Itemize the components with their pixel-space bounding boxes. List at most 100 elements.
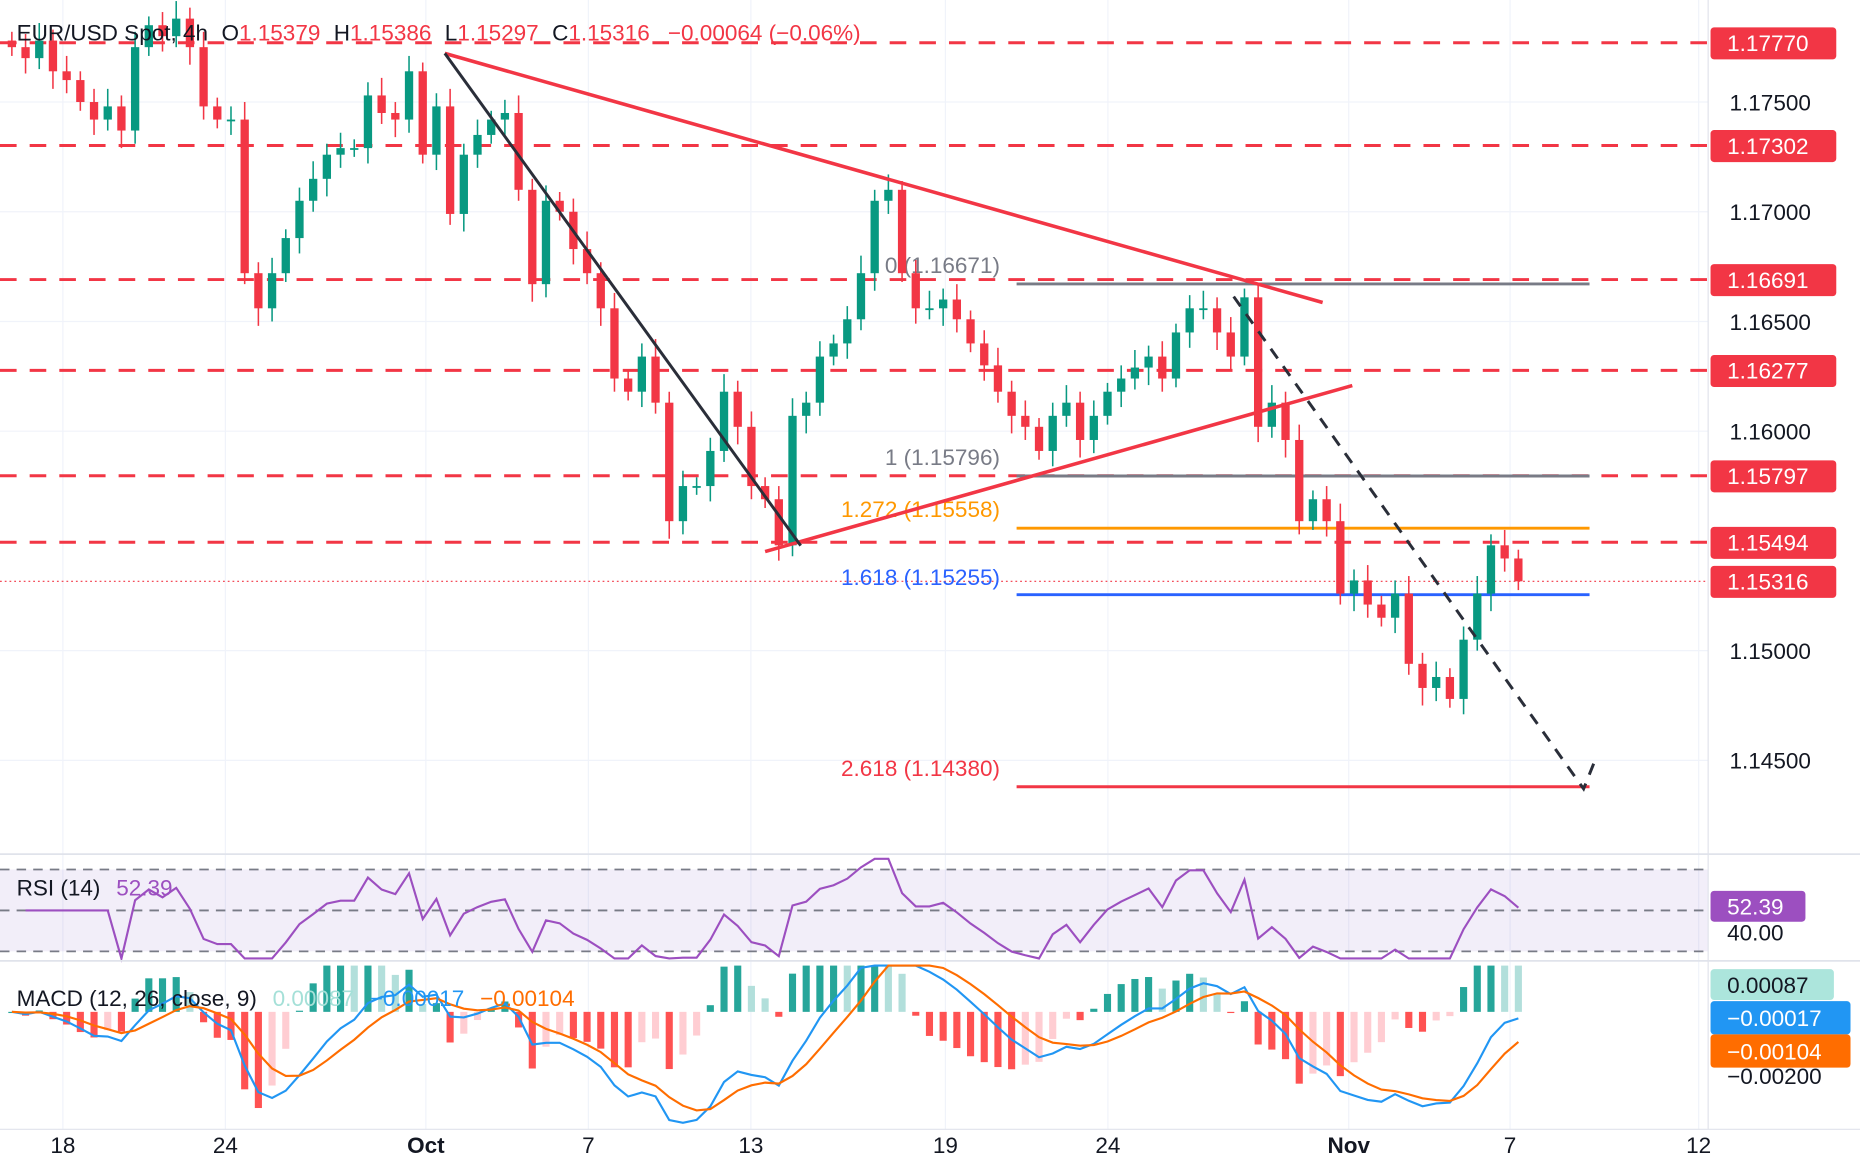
candle-bullish	[226, 119, 236, 122]
macd-histogram-bar	[1295, 1011, 1303, 1084]
macd-histogram-bar	[1473, 965, 1481, 1012]
candle-bullish	[130, 47, 140, 131]
time-tick-label: 7	[582, 1133, 595, 1158]
macd-histogram-bar	[391, 974, 399, 1012]
price-tick-label: 1.17000	[1730, 200, 1811, 225]
candle-bearish	[213, 106, 222, 120]
price-tick-label: 1.14500	[1730, 749, 1811, 774]
candle-bullish	[295, 200, 304, 239]
macd-histogram-bar	[1418, 1011, 1427, 1032]
macd-line-tag	[1710, 1001, 1851, 1035]
level-price-tag-text: 1.15797	[1727, 464, 1808, 489]
candle-bearish	[418, 71, 427, 155]
level-price-tag	[1710, 27, 1837, 60]
macd-histogram-bar	[1186, 973, 1194, 1012]
candle-bullish	[404, 71, 414, 120]
macd-histogram-bar	[1514, 965, 1522, 1012]
high-label: H	[334, 20, 350, 45]
macd-histogram-bar	[378, 965, 386, 1012]
candle-bearish	[665, 402, 674, 522]
candle-bearish	[21, 47, 30, 59]
macd-histogram-bar	[1501, 965, 1509, 1012]
price-axis[interactable]: 1.17500 1.17000 1.16500 1.16000 1.15000 1.145…	[1710, 27, 1837, 774]
rsi-title: RSI (14)	[17, 876, 101, 901]
candle-bullish	[281, 238, 290, 274]
candle-bullish	[363, 95, 373, 149]
candle-bullish	[432, 106, 441, 155]
candle-bullish	[459, 154, 468, 214]
upper-trendline[interactable]	[444, 51, 1324, 305]
projection-dashed-line[interactable]	[1232, 295, 1597, 792]
grid	[0, 0, 1709, 1130]
time-axis[interactable]: 18 24 Oct 7 13 19 24 Nov 7 12	[50, 1133, 1711, 1158]
candle-bullish	[1267, 402, 1276, 427]
macd-histogram-bar	[651, 1011, 660, 1039]
candle-bearish	[391, 112, 400, 120]
macd-histogram-bar	[925, 1011, 934, 1036]
candle-bullish	[1432, 676, 1441, 688]
lower-trendline[interactable]	[764, 383, 1353, 554]
rsi-axis-40: 40.00	[1727, 921, 1783, 946]
rsi-legend: RSI (14) 52.39	[17, 876, 173, 901]
macd-histogram-bar	[1391, 1011, 1399, 1020]
macd-histogram-bar	[227, 1011, 235, 1040]
candle-bullish	[870, 200, 879, 274]
macd-histogram-bar	[693, 1011, 701, 1036]
candle-bullish	[1473, 593, 1482, 640]
candle-bullish	[350, 148, 359, 150]
fib-level-label: 1 (1.15796)	[885, 445, 1000, 470]
macd-histogram-bar	[1131, 978, 1139, 1012]
level-price-tag-text: 1.16691	[1727, 268, 1808, 293]
candle-bearish	[199, 47, 208, 107]
macd-hist-legend: 0.00087	[273, 986, 354, 1011]
macd-histogram-bar	[802, 965, 810, 1012]
macd-histogram-bar	[49, 1011, 57, 1020]
macd-histogram-bar	[104, 1011, 112, 1031]
candle-bullish	[103, 106, 112, 120]
macd-histogram-bar	[556, 1011, 564, 1036]
candle-bearish	[897, 189, 907, 274]
macd-histogram-bar	[1090, 1008, 1098, 1012]
macd-histogram-bar	[1145, 977, 1153, 1012]
macd-histogram-bar	[336, 965, 345, 1012]
candle-bullish	[267, 273, 277, 309]
macd-histogram-bar	[1323, 1011, 1331, 1066]
candle-bearish	[1034, 426, 1044, 451]
candle-bullish	[1171, 332, 1181, 379]
macd-axis-label: −0.00200	[1727, 1064, 1822, 1089]
chart-legend: EUR/USD Spot, 4h O1.15379 H1.15386 L1.15…	[17, 20, 861, 45]
macd-histogram-bar	[775, 1011, 783, 1017]
fibonacci-extension[interactable]: 0 (1.16671)1 (1.15796)1.272 (1.15558)1.6…	[841, 253, 1590, 789]
macd-histogram-bar	[706, 1005, 714, 1012]
candle-bullish	[35, 40, 44, 59]
macd-histogram-bar	[638, 1011, 646, 1043]
candle-bullish	[1130, 367, 1140, 379]
macd-histogram-bar	[1117, 984, 1125, 1012]
candle-bearish	[1336, 521, 1345, 594]
macd-histogram-bar	[282, 1011, 290, 1049]
macd-histogram-bar	[884, 965, 892, 1012]
macd-histogram-bar	[1158, 988, 1166, 1012]
candle-bearish	[1363, 580, 1372, 605]
candle-bullish	[939, 299, 948, 309]
macd-histogram-bar	[172, 977, 180, 1012]
time-tick-label: Oct	[407, 1133, 445, 1158]
candle-bullish	[1144, 356, 1153, 368]
candle-bullish	[1308, 499, 1318, 522]
macd-histogram-bar	[186, 992, 194, 1012]
candle-bearish	[1445, 676, 1455, 699]
fib-leg-line[interactable]	[443, 52, 802, 547]
time-tick-label: 18	[50, 1133, 75, 1158]
macd-histogram-bar	[1446, 1011, 1454, 1017]
candle-bullish	[856, 273, 866, 320]
candle-bullish	[309, 178, 318, 201]
low-value: 1.15297	[457, 20, 538, 45]
candle-bullish	[1089, 415, 1098, 440]
candle-bullish	[1459, 639, 1468, 699]
candle-bullish	[336, 148, 345, 155]
candle-bearish	[966, 319, 975, 344]
candle-bullish	[172, 18, 181, 37]
candle-bullish	[925, 308, 934, 311]
candle-bullish	[1390, 593, 1400, 618]
